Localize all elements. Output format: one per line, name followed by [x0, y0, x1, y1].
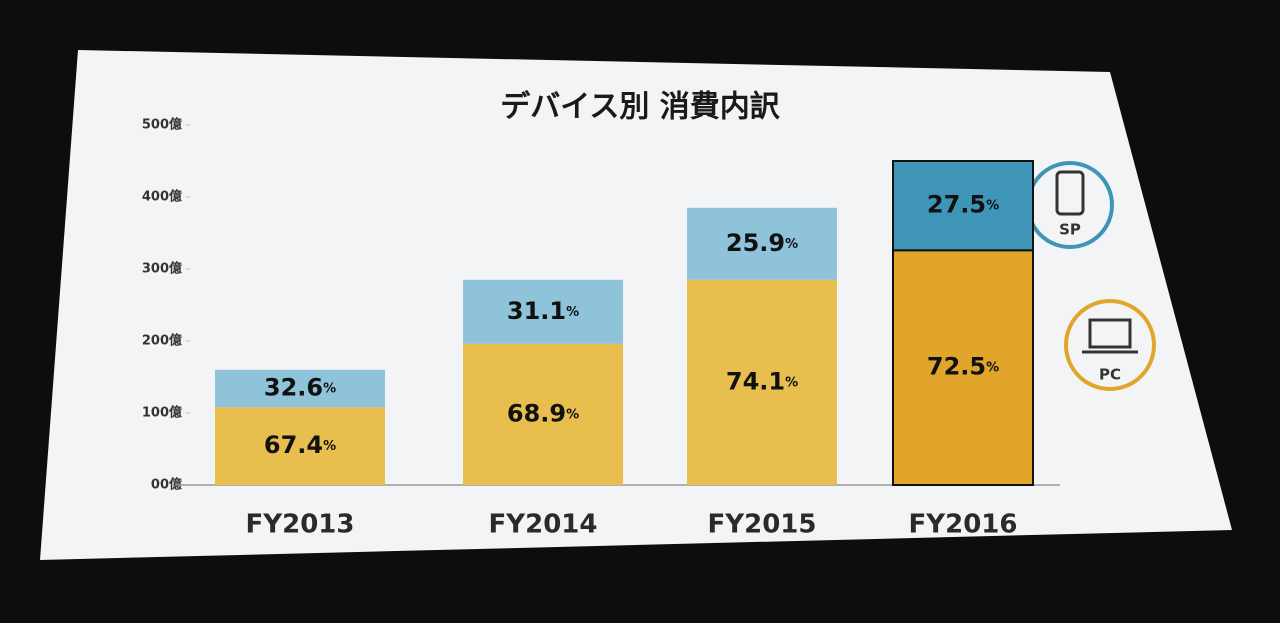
legend-pc: [1064, 299, 1156, 391]
x-tick-label: FY2016: [909, 510, 1018, 540]
share-value: 74.1: [726, 367, 785, 395]
x-tick-label: FY2015: [708, 510, 817, 540]
bar-segment: [687, 279, 837, 485]
share-unit: %: [566, 407, 579, 422]
share-unit: %: [986, 360, 999, 375]
share-value: 72.5: [927, 353, 986, 381]
share-value: 31.1: [507, 297, 566, 325]
legend-circle: [1064, 299, 1156, 391]
share-value: 67.4: [264, 431, 323, 459]
data-label: 72.5%: [927, 353, 999, 381]
y-tick-label: 500億: [142, 117, 182, 133]
share-unit: %: [785, 375, 798, 390]
share-unit: %: [785, 236, 798, 251]
data-label: 27.5%: [927, 191, 999, 219]
share-unit: %: [566, 304, 579, 319]
bar-segment: [463, 343, 623, 485]
legend-label: PC: [1099, 366, 1121, 384]
share-unit: %: [323, 439, 336, 454]
legend-label: SP: [1059, 221, 1081, 239]
data-label: 25.9%: [726, 229, 798, 257]
data-label: 31.1%: [507, 297, 579, 325]
data-label: 67.4%: [264, 431, 336, 459]
bar-segment: [892, 160, 1034, 252]
share-unit: %: [986, 198, 999, 213]
bar-segment: [892, 249, 1034, 486]
y-tick-label: 100億: [142, 405, 182, 421]
y-tick-label: 300億: [142, 261, 182, 277]
phone-icon: [1055, 170, 1085, 216]
bar-segment: [215, 369, 385, 408]
laptop-icon: [1088, 318, 1132, 349]
share-value: 27.5: [927, 191, 986, 219]
share-value: 32.6: [264, 374, 323, 402]
bar-segment: [215, 407, 385, 485]
y-tick-label: 200億: [142, 333, 182, 349]
bar-segment: [463, 279, 623, 344]
x-tick-label: FY2013: [246, 510, 355, 540]
y-tick-label: 400億: [142, 189, 182, 205]
data-label: 68.9%: [507, 399, 579, 427]
share-value: 25.9: [726, 229, 785, 257]
share-value: 68.9: [507, 399, 566, 427]
share-unit: %: [323, 381, 336, 396]
x-tick-label: FY2014: [489, 510, 598, 540]
data-label: 74.1%: [726, 367, 798, 395]
y-tick-label: 00億: [151, 477, 182, 493]
data-label: 32.6%: [264, 374, 336, 402]
bar-segment: [687, 207, 837, 280]
chart-title: デバイス別 消費内訳: [500, 90, 781, 125]
